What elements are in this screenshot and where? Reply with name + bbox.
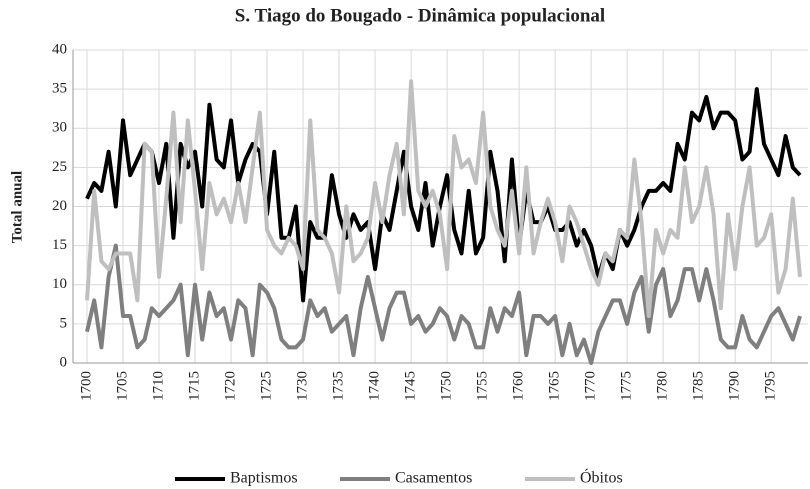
y-tick-label: 40: [52, 41, 67, 57]
series-line: [85, 243, 802, 365]
x-tick-label: 1755: [475, 371, 491, 401]
x-tick-label: 1790: [727, 371, 743, 401]
x-tick-label: 1715: [186, 371, 202, 401]
y-tick-label: 30: [52, 120, 67, 136]
x-tick-label: 1765: [547, 371, 563, 401]
legend-label: Baptismos: [230, 470, 298, 487]
series-line: [85, 79, 802, 319]
x-tick-label: 1720: [222, 371, 238, 401]
y-tick-label: 0: [60, 354, 68, 370]
legend-label: Casamentos: [395, 470, 472, 487]
x-tick-label: 1725: [258, 371, 274, 401]
x-tick-label: 1730: [294, 371, 310, 401]
x-tick-label: 1705: [114, 371, 130, 401]
y-tick-label: 35: [52, 81, 67, 97]
x-tick-label: 1780: [655, 371, 671, 401]
y-tick-label: 25: [52, 159, 67, 175]
x-tick-label: 1740: [367, 371, 383, 401]
x-tick-label: 1710: [150, 371, 166, 401]
series-line: [85, 87, 802, 303]
x-tick-label: 1760: [511, 371, 527, 401]
x-tick-label: 1785: [691, 371, 707, 401]
y-tick-label: 15: [52, 237, 67, 253]
legend-label: Óbitos: [580, 468, 623, 487]
x-tick-label: 1745: [403, 371, 419, 401]
x-tick-label: 1750: [439, 371, 455, 401]
y-tick-label: 5: [60, 315, 68, 331]
x-tick-label: 1775: [619, 371, 635, 401]
y-tick-label: 20: [52, 198, 67, 214]
y-axis-label: Total anual: [9, 171, 25, 243]
x-tick-label: 1795: [763, 371, 779, 401]
x-tick-label: 1770: [583, 371, 599, 401]
chart-title: S. Tiago do Bougado - Dinâmica populacio…: [235, 5, 605, 26]
x-tick-label: 1700: [78, 371, 94, 401]
y-tick-label: 10: [52, 276, 67, 292]
x-tick-label: 1735: [331, 371, 347, 401]
